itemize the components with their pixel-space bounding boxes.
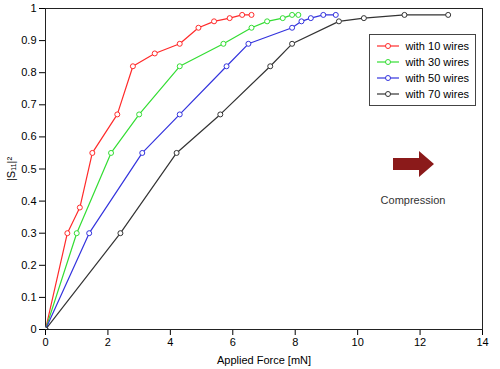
svg-text:2: 2	[105, 336, 111, 348]
svg-text:0.4: 0.4	[21, 195, 36, 207]
svg-text:|S₁₁|²: |S₁₁|²	[5, 157, 17, 181]
svg-text:12: 12	[414, 336, 426, 348]
html-text:with 50 wires: with 50 wires	[405, 72, 469, 84]
svg-text:4: 4	[167, 336, 173, 348]
svg-text:10: 10	[352, 336, 364, 348]
svg-text:0.3: 0.3	[21, 227, 36, 239]
svg-text:0: 0	[30, 323, 36, 335]
html-text:Compression: Compression	[380, 194, 446, 206]
svg-text:14: 14	[476, 336, 488, 348]
svg-text:6: 6	[230, 336, 236, 348]
svg-text:1: 1	[30, 2, 36, 14]
svg-text:0.5: 0.5	[21, 163, 36, 175]
svg-text:Applied Force [mN]: Applied Force [mN]	[217, 354, 311, 366]
svg-text:8: 8	[292, 336, 298, 348]
svg-text:0.7: 0.7	[21, 98, 36, 110]
svg-text:0.2: 0.2	[21, 259, 36, 271]
html-text:with 70 wires: with 70 wires	[405, 88, 469, 100]
svg-text:0: 0	[42, 336, 48, 348]
svg-text:0.1: 0.1	[21, 291, 36, 303]
svg-text:0.9: 0.9	[21, 34, 36, 46]
svg-text:0.6: 0.6	[21, 130, 36, 142]
svg-text:0.8: 0.8	[21, 66, 36, 78]
html-text:with 10 wires: with 10 wires	[405, 40, 469, 52]
html-text:with 30 wires: with 30 wires	[405, 56, 469, 68]
